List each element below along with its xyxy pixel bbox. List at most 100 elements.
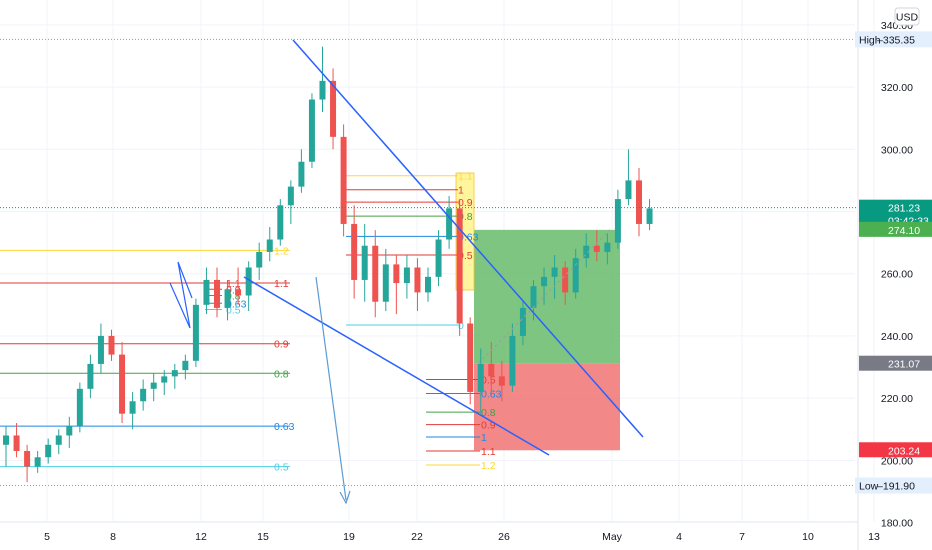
time-tick-label: 12 [195, 531, 207, 543]
fib-level-label: 1.2 [481, 460, 496, 472]
descending-trendline-lower [243, 276, 550, 456]
time-tick-label: 5 [44, 531, 50, 543]
candle-body [435, 239, 442, 277]
price-tick-label: 200.00 [881, 455, 913, 467]
candle-body [414, 267, 421, 293]
low-tag-bg [855, 477, 932, 494]
price-tick-label: 260.00 [881, 269, 913, 281]
price-axis[interactable]: 180.00200.00220.00240.00260.00280.00300.… [881, 20, 913, 530]
candle-body [256, 251, 263, 268]
candle-body [646, 208, 653, 224]
candle-body [192, 304, 199, 361]
fib-level-label: 0.9 [481, 420, 496, 432]
candle-body [583, 245, 590, 259]
target-price-tag-text: 274.10 [888, 225, 920, 237]
candle-body [319, 80, 326, 100]
candle-body [488, 363, 495, 377]
candle-body [182, 360, 189, 371]
candle-body [372, 245, 379, 302]
currency-badge[interactable]: USD [894, 7, 920, 26]
fib-level-label: 0.8 [274, 368, 289, 380]
candle-body [235, 289, 242, 296]
time-tick-label: 4 [676, 531, 682, 543]
candle-body [530, 286, 537, 308]
currency-label: USD [896, 12, 919, 24]
candle-body [45, 444, 52, 458]
candle-body [636, 180, 642, 224]
fib-level-label: 1.2 [274, 245, 289, 257]
position-path-line [477, 229, 611, 365]
high-tag-value: 335.35 [883, 34, 915, 46]
time-tick-label: May [602, 531, 623, 543]
candle-body [308, 99, 315, 162]
candle-body [604, 242, 611, 252]
fib-level-label: 1.1 [226, 278, 241, 290]
fib-level-label: 0.63 [458, 231, 479, 243]
fib-level-label: 1 [481, 432, 487, 444]
fib-level-label: 1.1 [458, 171, 473, 183]
candle-body [425, 276, 431, 293]
candle-body [87, 363, 94, 389]
candle-body [361, 245, 368, 280]
fib-level-label: 1.1 [274, 278, 289, 290]
candle-body [340, 136, 347, 224]
loss-zone [474, 363, 620, 451]
high-tag-bg [855, 31, 932, 48]
high-tag-label: High [859, 34, 881, 46]
time-tick-label: 22 [411, 531, 423, 543]
candle-body [393, 264, 400, 284]
fib-level-label: 0.9 [274, 339, 289, 351]
candle-body [55, 435, 62, 445]
candle-body [76, 388, 83, 427]
time-tick-label: 10 [802, 531, 814, 543]
candle-body [330, 80, 337, 137]
candle-body [477, 363, 484, 392]
high-tag-dash: – [877, 34, 883, 46]
projection-arrow-head [339, 490, 351, 505]
candle-body [551, 267, 558, 277]
low-tag-label: Low [859, 481, 879, 493]
fib-level-label: 0.5 [481, 374, 496, 386]
candle-body [245, 267, 252, 296]
candle-body [287, 186, 294, 206]
price-tick-label: 240.00 [881, 331, 913, 343]
candle-body [593, 245, 600, 252]
profit-zone [474, 229, 620, 364]
mini-wedge-drawing [169, 261, 193, 329]
time-tick-label: 26 [498, 531, 510, 543]
stop-price-tag-bg [859, 442, 932, 458]
candle-body [382, 264, 389, 302]
time-tick-label: 19 [343, 531, 355, 543]
fib-level-label: 0.63 [226, 298, 247, 310]
candle-body [625, 180, 632, 200]
candle-body [519, 307, 526, 336]
fib-level-label: 0.63 [274, 421, 295, 433]
candle-body [541, 276, 548, 287]
candle-body [572, 258, 579, 293]
candle-body [298, 161, 305, 187]
time-axis[interactable]: 5 8 12 15 19 22 26 May 4 7 10 13 [44, 531, 880, 543]
projection-arrow-shaft [315, 276, 347, 501]
candle-body [66, 426, 73, 436]
candle-body [150, 382, 157, 389]
candle-body [161, 376, 168, 383]
time-tick-label: 13 [868, 531, 880, 543]
time-tick-label: 15 [257, 531, 269, 543]
position-zones [474, 229, 620, 451]
candle-body [277, 205, 284, 240]
price-tick-label: 300.00 [881, 144, 913, 156]
candle-body [214, 279, 220, 308]
candle-body [614, 199, 621, 243]
fib-level-label: 0.8 [481, 407, 496, 419]
candle-body [3, 435, 9, 445]
candle-body [509, 335, 516, 386]
candle-body [34, 457, 41, 467]
candle-body [498, 376, 505, 386]
candle-body [203, 279, 210, 305]
candle-body [403, 267, 410, 284]
low-tag-dash: – [877, 481, 883, 493]
fib-level-label: 0 [458, 320, 464, 332]
